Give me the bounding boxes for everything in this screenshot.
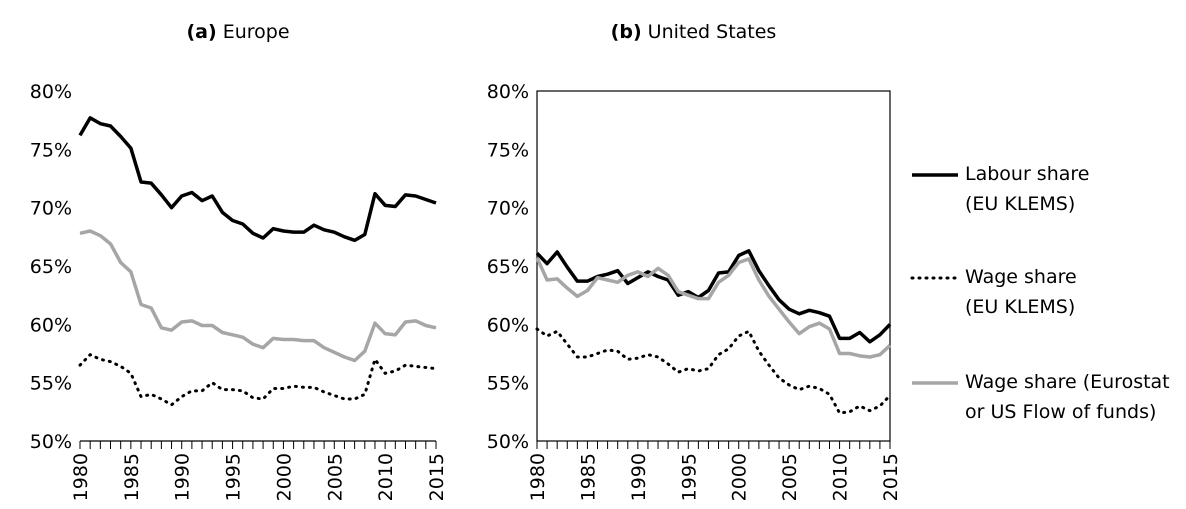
y-tick-label: 50% — [30, 431, 72, 453]
series-line — [78, 116, 437, 243]
y-tick-label: 60% — [487, 314, 529, 336]
y-tick-label: 75% — [487, 139, 529, 161]
x-tick-label: 2005 — [779, 453, 801, 501]
panel-label: (b) — [611, 21, 642, 43]
legend-label: Wage share (Eurostat or US Flow of funds… — [965, 371, 1170, 423]
x-tick-label: 2005 — [324, 453, 346, 501]
y-tick-label: 50% — [487, 431, 529, 453]
y-tick-label: 55% — [30, 373, 72, 395]
y-tick-label: 80% — [487, 81, 529, 103]
x-tick-label: 2000 — [273, 453, 295, 501]
series-line — [535, 257, 892, 359]
plot-frame — [536, 90, 891, 442]
y-tick-label: 60% — [30, 314, 72, 336]
series-line — [78, 353, 438, 407]
x-tick-label: 2000 — [729, 453, 751, 501]
legend-label: Wage share (EU KLEMS) — [965, 266, 1077, 318]
x-tick-label: 1985 — [577, 453, 599, 501]
panel-label: (a) — [186, 21, 216, 43]
panel-title: (b) United States — [611, 21, 777, 43]
panel-title: (a) Europe — [186, 21, 289, 43]
series-line — [79, 229, 437, 363]
x-tick-label: 1990 — [628, 453, 650, 501]
y-tick-label: 70% — [487, 198, 529, 220]
series-line — [535, 249, 892, 344]
x-tick-label: 1995 — [223, 453, 245, 501]
x-tick-label: 2015 — [880, 453, 902, 501]
x-tick-label: 2010 — [375, 453, 397, 501]
x-tick-label: 1990 — [172, 453, 194, 501]
x-tick-label: 1985 — [121, 453, 143, 501]
y-tick-label: 75% — [30, 139, 72, 161]
x-tick-label: 2010 — [830, 453, 852, 501]
y-tick-label: 65% — [30, 256, 72, 278]
y-tick-label: 80% — [30, 81, 72, 103]
x-tick-label: 2015 — [426, 453, 448, 501]
y-tick-label: 70% — [30, 198, 72, 220]
y-tick-label: 55% — [487, 373, 529, 395]
x-tick-label: 1980 — [527, 453, 549, 501]
panel-name: Europe — [223, 21, 290, 43]
series-line — [535, 327, 892, 415]
x-tick-label: 1980 — [70, 453, 92, 501]
legend-label: Labour share (EU KLEMS) — [965, 163, 1090, 215]
x-tick-label: 1995 — [678, 453, 700, 501]
y-tick-label: 65% — [487, 256, 529, 278]
panel-name: United States — [648, 21, 777, 43]
